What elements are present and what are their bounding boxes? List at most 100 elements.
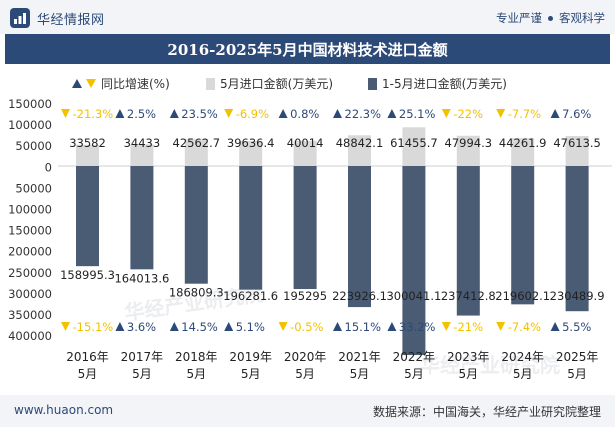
monthly-bar [565,136,589,166]
cumulative-bar [239,166,263,290]
y-tick-label: 150000 [8,224,52,238]
dot-separator-icon [548,15,553,21]
cumulative-bar [130,166,154,270]
y-tick-label: 100000 [8,203,52,217]
cumulative-bar [348,166,371,308]
monthly-growth-label: -7.7% [508,107,541,121]
x-tick-label: 2017年 [121,350,164,364]
y-tick-label: 300000 [8,287,52,301]
cumulative-growth-label: 5.5% [562,320,591,334]
legend-cumulative-swatch [368,77,377,90]
triangle-down-icon [496,109,506,118]
monthly-value-label: 44261.9 [499,136,547,150]
x-tick-label: 5月 [241,367,261,381]
monthly-value-label: 40014 [287,136,324,150]
cumulative-bar [565,166,589,312]
x-tick-label: 2016年 [66,350,109,364]
legend-monthly-label: 5月进口金额(万美元) [220,77,333,91]
cumulative-growth-label: 15.1% [345,320,382,334]
triangle-up-icon [387,109,397,118]
monthly-growth-label: 25.1% [399,107,436,121]
triangle-down-icon [224,109,234,118]
monthly-value-label: 34433 [124,136,161,150]
y-tick-label: 400000 [8,329,52,343]
monthly-value-label: 42562.7 [173,136,221,150]
y-tick-label: 50000 [15,181,52,195]
x-tick-label: 5月 [295,367,315,381]
monthly-bar [76,144,99,166]
cumulative-value-label: 230489.9 [550,289,605,303]
triangle-down-icon [61,109,70,118]
legend-growth-label: 同比增速(%) [101,77,170,91]
legend: 同比增速(%) 5月进口金额(万美元) 1-5月进口金额(万美元) [0,73,615,93]
chart-title: 2016-2025年5月中国材料技术进口金额 [167,40,448,59]
cumulative-value-label: 219602.1 [495,289,550,303]
x-tick-label: 2022年 [393,350,436,364]
monthly-value-label: 48842.1 [336,136,384,150]
legend-growth: 同比增速(%) [72,75,170,92]
footer: www.huaon.com 数据来源：中国海关，华经产业研究院整理 [0,395,615,427]
monthly-bar [348,135,371,166]
cumulative-growth-label: -21% [453,320,483,334]
x-tick-label: 5月 [350,367,370,381]
triangle-down-icon [61,322,70,331]
monthly-bar [511,138,535,166]
brand-logo-icon [10,8,30,28]
x-tick-label: 2024年 [501,350,544,364]
legend-cumulative-label: 1-5月进口金额(万美元) [382,77,507,91]
legend-monthly-swatch [206,77,215,90]
triangle-up-icon [550,322,560,331]
cumulative-bar [456,166,480,316]
x-tick-label: 5月 [513,367,533,381]
y-tick-label: 0 [45,160,52,174]
triangle-up-icon [115,109,125,118]
monthly-growth-label: -21.3% [73,107,114,121]
cumulative-bar [293,166,317,290]
monthly-bar [184,139,208,166]
brand: 华经情报网 [10,8,105,28]
triangle-up-icon [387,322,397,331]
monthly-value-label: 61455.7 [390,136,438,150]
y-tick-label: 100000 [8,118,52,132]
cumulative-bar [402,166,426,356]
x-tick-label: 5月 [78,367,98,381]
website-link[interactable]: www.huaon.com [14,403,114,417]
monthly-bar [456,135,480,166]
triangle-up-icon [115,322,125,331]
top-bar: 华经情报网 专业严谨 客观科学 [0,0,615,34]
x-tick-label: 5月 [458,367,478,381]
cumulative-growth-label: -15.1% [73,320,114,334]
triangle-up-icon [224,322,234,331]
triangle-up-icon [72,79,82,88]
cumulative-value-label: 164013.6 [114,271,169,285]
cumulative-growth-label: 3.6% [127,320,156,334]
title-bar: 2016-2025年5月中国材料技术进口金额 [5,34,610,64]
watermark-text: 华经产业研究院 [420,353,560,377]
monthly-bar [130,144,154,166]
monthly-value-label: 33582 [69,136,106,150]
x-tick-label: 5月 [186,367,206,381]
y-tick-label: 350000 [8,308,52,322]
monthly-bar [293,140,317,166]
cumulative-bar [511,166,535,305]
monthly-bar [239,141,263,166]
data-source: 数据来源：中国海关，华经产业研究院整理 [372,405,601,419]
cumulative-value-label: 223926.1 [332,289,387,303]
y-tick-label: 50000 [15,139,52,153]
y-tick-label: 150000 [8,97,52,111]
x-tick-label: 2019年 [229,350,272,364]
monthly-growth-label: 23.5% [181,107,218,121]
triangle-down-icon [441,322,451,331]
monthly-growth-label: 22.3% [345,107,382,121]
x-tick-label: 2021年 [338,350,381,364]
cumulative-bar [184,166,208,284]
triangle-up-icon [333,109,342,118]
cumulative-value-label: 158995.3 [60,268,115,282]
monthly-growth-label: 2.5% [127,107,156,121]
x-tick-label: 5月 [404,367,424,381]
tagline-left: 专业严谨 [496,11,542,25]
tagline: 专业严谨 客观科学 [496,10,605,26]
tagline-right: 客观科学 [559,11,605,25]
cumulative-growth-label: 5.1% [236,320,265,334]
cumulative-growth-label: -0.5% [290,320,323,334]
